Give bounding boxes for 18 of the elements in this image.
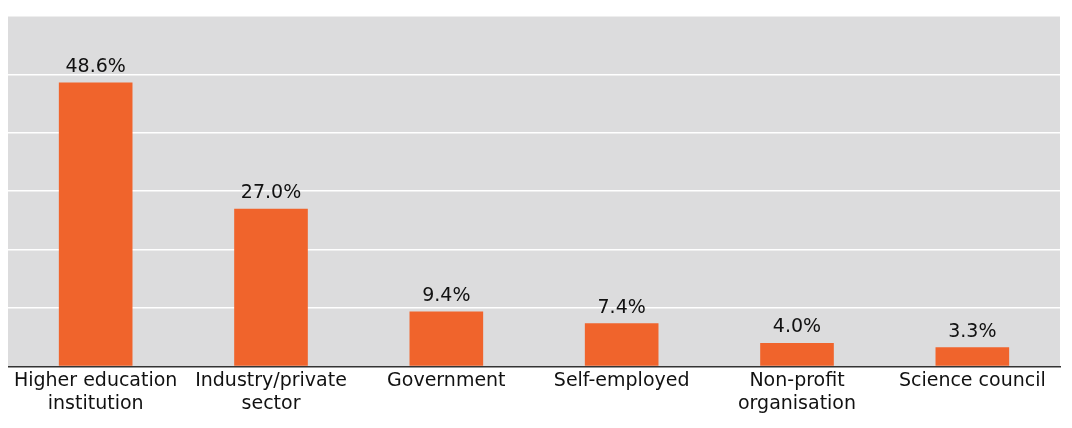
x-tick-label: Higher education institution — [13, 367, 178, 413]
data-label: 27.0% — [240, 180, 302, 203]
x-tick-label: Self-employed — [553, 367, 690, 390]
bar — [409, 311, 484, 366]
data-label: 3.3% — [948, 318, 997, 341]
x-tick-label: Government — [387, 367, 506, 390]
bar — [760, 343, 834, 366]
bar — [584, 323, 659, 366]
x-tick-label: Science council — [898, 367, 1046, 390]
x-tick-label: Industry/private sector — [195, 367, 347, 413]
data-label: 7.4% — [597, 294, 646, 317]
data-label: 4.0% — [772, 314, 822, 337]
bar — [234, 208, 308, 366]
x-tick-label: Non-profit organisation — [737, 367, 857, 413]
data-label: 48.6% — [65, 54, 126, 77]
data-label: 9.4% — [422, 282, 471, 305]
bar — [935, 347, 1010, 366]
bar — [58, 82, 133, 366]
